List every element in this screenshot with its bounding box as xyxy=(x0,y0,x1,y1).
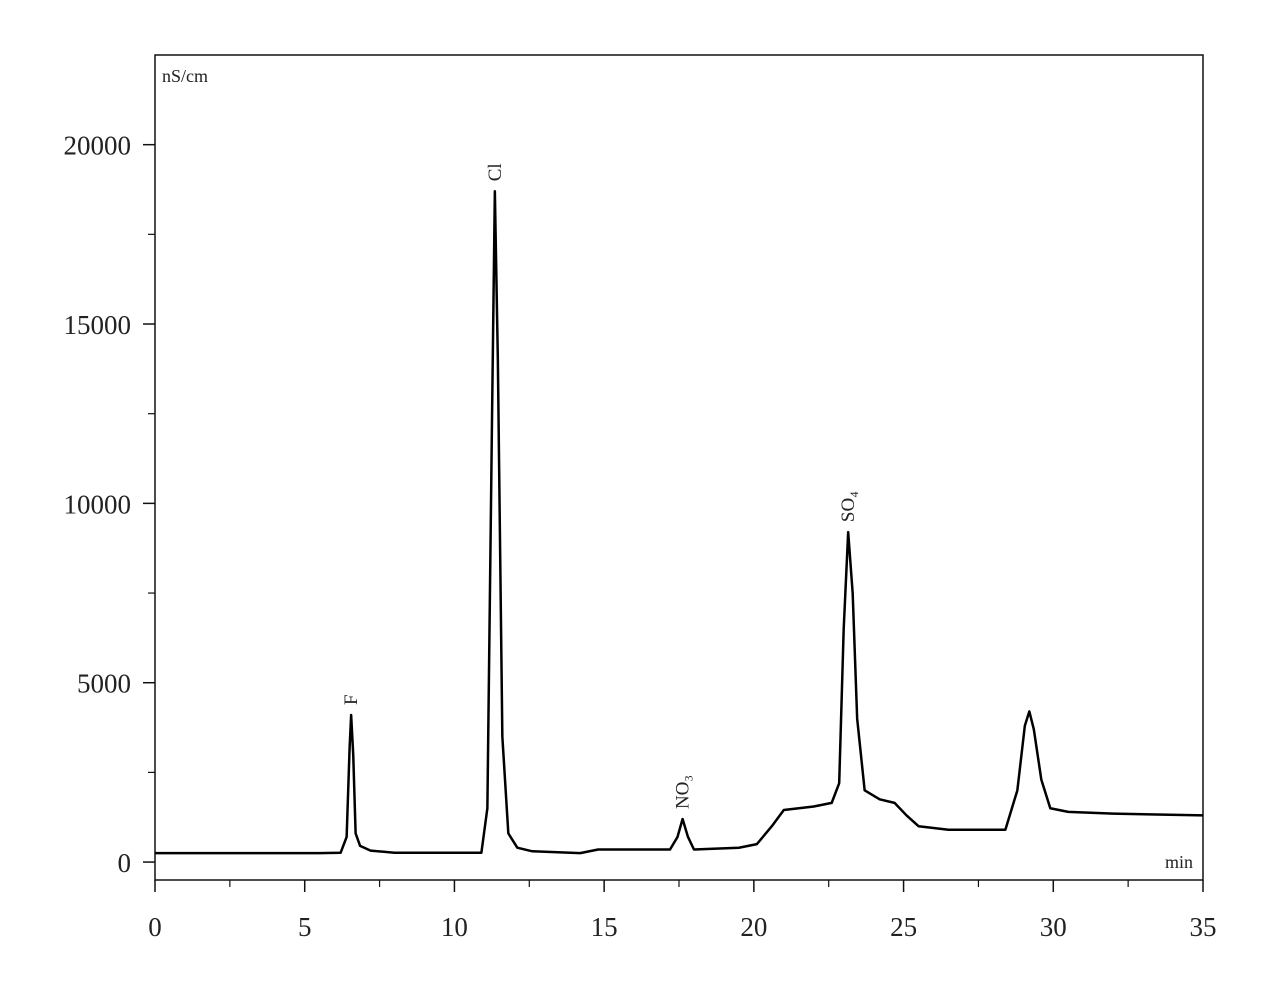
y-tick-label: 20000 xyxy=(64,131,132,161)
chromatogram-line xyxy=(155,190,1204,855)
y-axis-label: nS/cm xyxy=(162,66,208,86)
x-tick-label: 10 xyxy=(441,912,468,942)
x-tick-label: 15 xyxy=(591,912,618,942)
y-tick-label: 10000 xyxy=(64,489,132,519)
peak-label: SO₄ xyxy=(838,491,859,522)
peak-label: Cl xyxy=(485,163,506,181)
y-tick-label: 5000 xyxy=(77,669,131,699)
x-tick-label: 30 xyxy=(1040,912,1067,942)
peak-label: F xyxy=(341,694,362,705)
y-tick-label: 15000 xyxy=(64,310,132,340)
plot-frame xyxy=(154,54,1204,881)
x-axis-label: min xyxy=(1165,852,1193,872)
x-tick-label: 0 xyxy=(148,912,162,942)
peak-label: NO₃ xyxy=(673,775,694,809)
y-tick-label: 0 xyxy=(118,848,132,878)
x-tick-label: 5 xyxy=(298,912,312,942)
x-tick-label: 25 xyxy=(890,912,917,942)
x-tick-label: 20 xyxy=(740,912,767,942)
x-tick-label: 35 xyxy=(1190,912,1217,942)
